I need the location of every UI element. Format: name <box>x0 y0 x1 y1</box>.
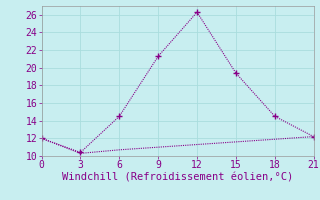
X-axis label: Windchill (Refroidissement éolien,°C): Windchill (Refroidissement éolien,°C) <box>62 173 293 183</box>
